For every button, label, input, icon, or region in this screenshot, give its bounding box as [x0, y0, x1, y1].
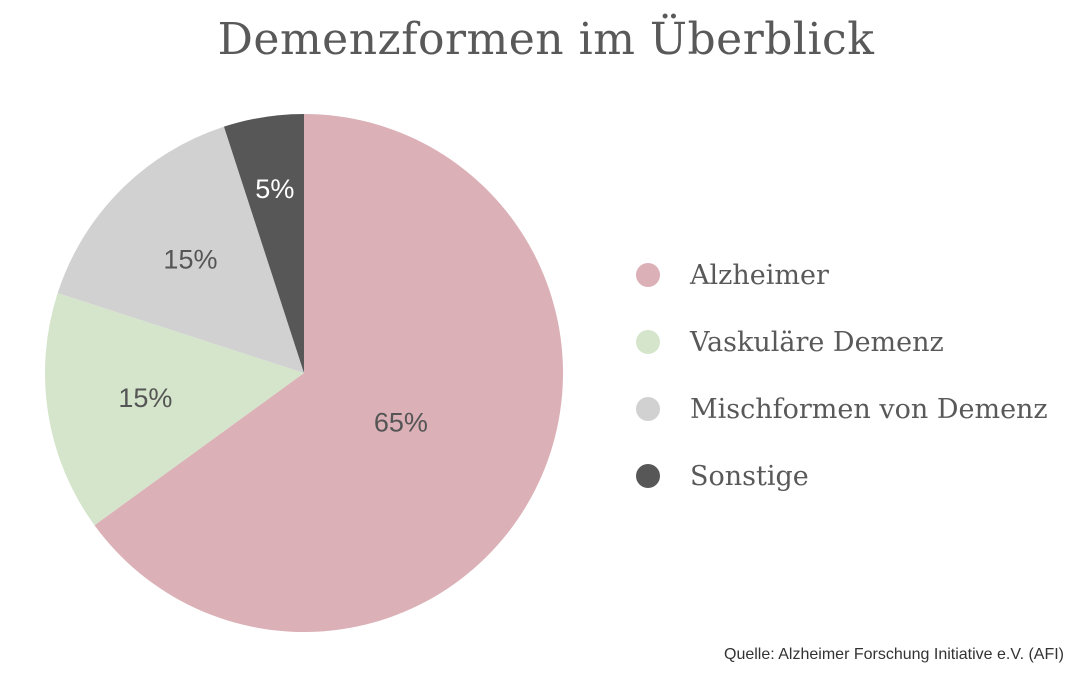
legend-label: Sonstige	[690, 460, 809, 492]
legend-item-alzheimer: Alzheimer	[636, 250, 1048, 300]
legend-swatch	[636, 397, 660, 421]
pie-slices	[44, 114, 563, 633]
pie-slice-labels: 65% 15% 15% 5%	[118, 174, 428, 438]
pie-slice-mischformen-von-demenz	[57, 126, 304, 373]
legend-swatch	[636, 263, 660, 287]
pie-label-sonstige: 5%	[255, 174, 294, 204]
source-note: Quelle: Alzheimer Forschung Initiative e…	[724, 646, 1064, 663]
pie-slice-sonstige	[223, 114, 304, 373]
chart-title: Demenzformen im Überblick	[217, 14, 875, 65]
pie-label-mischformen-von-demenz: 15%	[163, 244, 217, 274]
legend-item-vaskuläre-demenz: Vaskuläre Demenz	[636, 317, 1048, 367]
legend-label: Vaskuläre Demenz	[690, 326, 944, 358]
legend-swatch	[636, 330, 660, 354]
legend: Alzheimer Vaskuläre Demenz Mischformen von…	[636, 250, 1048, 518]
legend-item-sonstige: Sonstige	[636, 451, 1048, 501]
pie-label-alzheimer: 65%	[374, 407, 428, 437]
legend-label: Alzheimer	[690, 259, 829, 291]
legend-label: Mischformen von Demenz	[690, 393, 1048, 425]
pie-slice-vaskuläre-demenz	[44, 292, 304, 526]
legend-item-mischformen-von-demenz: Mischformen von Demenz	[636, 384, 1048, 434]
legend-swatch	[636, 464, 660, 488]
pie-slice-alzheimer	[94, 114, 563, 633]
pie-label-vaskuläre-demenz: 15%	[118, 383, 172, 413]
